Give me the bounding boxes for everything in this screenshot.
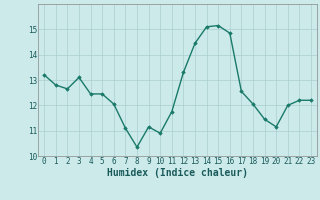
- X-axis label: Humidex (Indice chaleur): Humidex (Indice chaleur): [107, 168, 248, 178]
